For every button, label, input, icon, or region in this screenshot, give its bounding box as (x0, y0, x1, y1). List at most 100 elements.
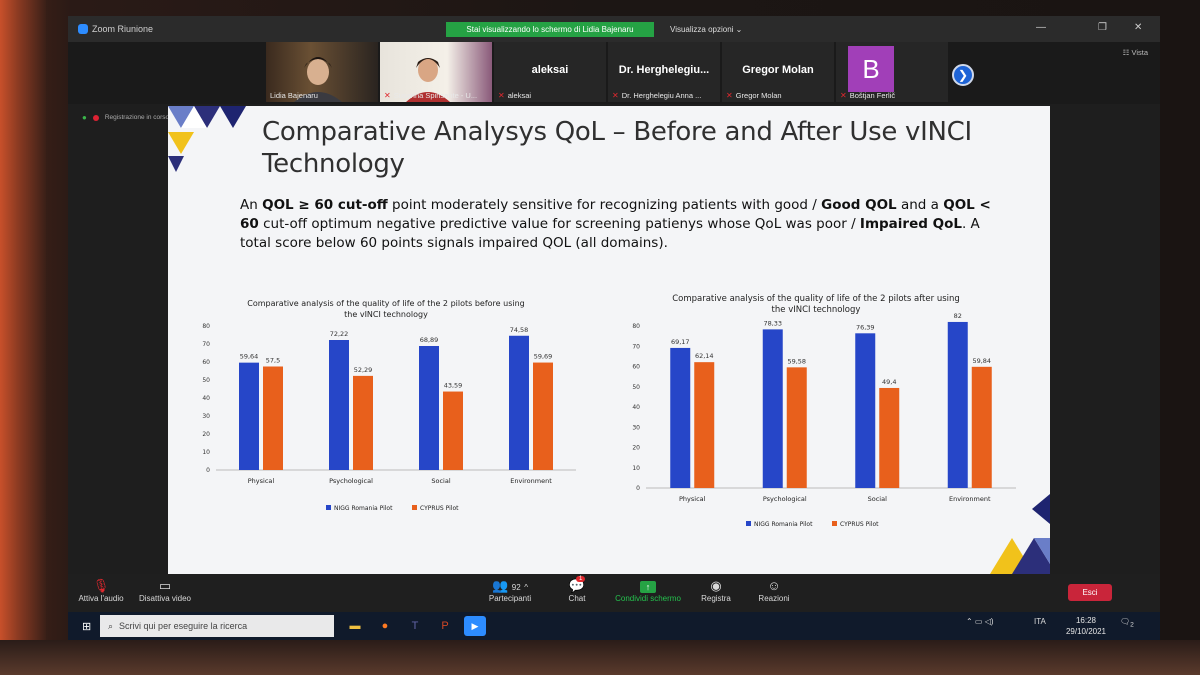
y-tick-label: 70 (632, 343, 640, 350)
app-title: Zoom Riunione (78, 24, 153, 34)
data-label: 68,89 (420, 336, 439, 344)
camera-icon: ▭ (158, 578, 172, 593)
next-page-button[interactable]: ❯ (952, 64, 974, 86)
windows-start-icon[interactable]: ⊞ (82, 621, 92, 633)
file-explorer-icon[interactable]: ▬ (349, 620, 361, 632)
mic-muted-icon: ✕ (840, 91, 847, 100)
legend-swatch (412, 505, 417, 510)
chat-unread-badge: 1 (576, 576, 586, 582)
y-tick-label: 10 (202, 449, 210, 456)
restore-icon[interactable]: ❐ (1098, 22, 1107, 33)
participants-button[interactable]: 👥 92 ^ Partecipanti (478, 578, 542, 603)
data-label: 72,22 (330, 330, 349, 338)
bar-nigg-romania-pilot (329, 340, 349, 470)
language-indicator[interactable]: ITA (1034, 617, 1046, 626)
leave-meeting-button[interactable]: Esci (1068, 584, 1112, 601)
record-button[interactable]: ◉ Registra (696, 578, 736, 603)
data-label: 62,14 (695, 352, 714, 360)
y-tick-label: 20 (202, 431, 210, 438)
zoom-window: Zoom Riunione Stai visualizzando lo sche… (68, 16, 1160, 640)
recording-dot-icon (92, 114, 99, 121)
person-video-icon (406, 58, 450, 102)
share-arrow-icon: ↑ (640, 581, 656, 593)
participant-tile[interactable]: ✕ Susanna Spinsante - U... (380, 42, 492, 102)
bar-cyprus-pilot (353, 375, 373, 470)
participant-tile[interactable]: Dr. Herghelegiu... ✕ Dr. Herghelegiu Anna… (608, 42, 720, 102)
chart-before-svg: 0 10 20 30 40 50 60 70 80 59,64 57,5 Physical 72,22 5… (202, 323, 576, 512)
data-label: 43,59 (444, 382, 463, 390)
share-screen-button[interactable]: ↑ Condividi schermo (615, 581, 681, 603)
triangle-decoration-icon (168, 106, 246, 172)
stop-video-button[interactable]: ▭ Disattiva video (136, 578, 194, 603)
data-label: 78,33 (763, 319, 782, 327)
y-tick-label: 40 (202, 395, 210, 402)
gallery-view-button[interactable]: ☷ Vista (1122, 48, 1148, 57)
participant-tile[interactable]: Lidia Bajenaru (266, 42, 378, 102)
x-tick-label: Environment (949, 495, 991, 503)
encryption-check-icon: ● (82, 113, 87, 122)
y-tick-label: 60 (632, 364, 640, 371)
participant-name: ✕ Dr. Herghelegiu Anna ... (612, 91, 702, 100)
participant-name: ✕ Boštjan Ferlič (840, 91, 896, 100)
participant-tile[interactable]: B ✕ Boštjan Ferlič (836, 42, 948, 102)
participant-video (380, 42, 492, 102)
system-tray-icons[interactable]: ⌃ ▭ ◁) (966, 617, 994, 626)
y-tick-label: 70 (202, 341, 210, 348)
monitor-bezel-left (0, 0, 46, 675)
record-icon: ◉ (710, 578, 722, 593)
x-tick-label: Psychological (763, 495, 807, 503)
bar-nigg-romania-pilot (509, 335, 529, 470)
bar-cyprus-pilot (443, 391, 463, 470)
notification-center-icon[interactable]: 🗨2 (1120, 617, 1134, 629)
legend-swatch (746, 521, 751, 526)
participant-tile[interactable]: aleksai ✕ aleksai (494, 42, 606, 102)
data-label: 49,4 (882, 378, 896, 386)
y-tick-label: 0 (636, 485, 640, 492)
legend-label: NIGG Romania Pilot (754, 521, 813, 528)
bar-nigg-romania-pilot (947, 321, 968, 488)
data-label: 59,84 (972, 357, 991, 365)
bar-cyprus-pilot (263, 366, 283, 470)
y-tick-label: 40 (632, 404, 640, 411)
participant-tile[interactable]: Gregor Molan ✕ Gregor Molan (722, 42, 834, 102)
reactions-button[interactable]: ☺ Reazioni (752, 578, 796, 603)
triangle-decoration-corner-icon (990, 494, 1050, 574)
y-tick-label: 80 (632, 323, 640, 330)
taskbar-clock[interactable]: 16:28 29/10/2021 (1065, 616, 1106, 636)
bar-cyprus-pilot (879, 387, 900, 488)
data-label: 74,58 (510, 326, 529, 334)
recording-indicator: ● Registrazione in corso (82, 113, 170, 122)
mic-muted-icon: ✕ (384, 91, 391, 100)
taskbar-search-box[interactable]: ⌕ Scrivi qui per eseguire la ricerca (100, 615, 334, 637)
y-tick-label: 30 (202, 413, 210, 420)
teams-icon[interactable]: T (411, 620, 419, 632)
minimize-icon[interactable]: — (1036, 22, 1046, 33)
mic-muted-icon: ✕ (612, 91, 619, 100)
bar-nigg-romania-pilot (419, 345, 439, 470)
powerpoint-icon[interactable]: P (441, 620, 449, 632)
view-options-button[interactable]: Visualizza opzioni ⌄ (670, 25, 743, 34)
y-tick-label: 0 (206, 467, 210, 474)
chat-button[interactable]: 💬 1 Chat (562, 576, 592, 603)
zoom-logo-icon (78, 24, 88, 34)
close-icon[interactable]: ✕ (1134, 22, 1143, 33)
chart-after: Comparative analysis of the quality of l… (606, 294, 1026, 534)
bar-nigg-romania-pilot (855, 333, 876, 488)
unmute-button[interactable]: 🎙 Attiva l'audio (76, 578, 126, 603)
chart-after-svg: 0 10 20 30 40 50 60 70 80 69,17 62,14 Physical 78,33… (632, 312, 1016, 528)
participant-avatar: B (848, 46, 894, 92)
y-tick-label: 80 (202, 323, 210, 330)
y-tick-label: 50 (632, 384, 640, 391)
mic-muted-icon: ✕ (498, 91, 505, 100)
data-label: 59,69 (534, 353, 553, 361)
zoom-taskbar-icon[interactable]: ▶ (464, 616, 486, 636)
bar-cyprus-pilot (786, 367, 807, 488)
x-tick-label: Physical (679, 495, 706, 503)
y-tick-label: 60 (202, 359, 210, 366)
firefox-icon[interactable]: ● (381, 620, 389, 632)
participant-name: ✕ Gregor Molan (726, 91, 782, 100)
meeting-toolbar: 🎙 Attiva l'audio ▭ Disattiva video 👥 92 … (68, 574, 1160, 612)
window-title: Zoom Riunione (92, 24, 154, 34)
participant-display-name: Dr. Herghelegiu... (618, 64, 710, 76)
x-tick-label: Psychological (329, 477, 373, 485)
